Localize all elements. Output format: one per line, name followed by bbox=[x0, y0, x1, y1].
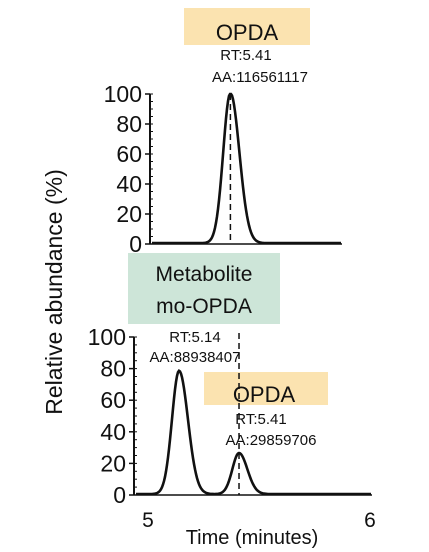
x-axis-label: Time (minutes) bbox=[186, 527, 319, 549]
opda2-aa-label: AA:29859706 bbox=[226, 432, 317, 449]
top-chromatogram-panel: OPDA RT:5.41 AA:116561117 0 20 40 60 80 100 bbox=[104, 8, 342, 257]
metabolite-aa-label: AA:88938407 bbox=[150, 349, 241, 366]
y-tick-label: 20 bbox=[116, 201, 142, 227]
y-tick-label: 60 bbox=[100, 387, 126, 413]
y-tick-label: 0 bbox=[129, 231, 142, 257]
opda-aa-label: AA:116561117 bbox=[212, 69, 308, 86]
x-tick-label: 5 bbox=[142, 509, 154, 532]
y-tick-label: 40 bbox=[100, 419, 126, 445]
y-tick-label: 100 bbox=[88, 324, 126, 350]
opda-label-box bbox=[184, 8, 310, 45]
minor-ticks bbox=[134, 336, 137, 496]
minor-ticks bbox=[150, 93, 153, 245]
y-tick-label: 20 bbox=[100, 450, 126, 476]
bottom-chromatogram-panel: Metabolite mo-OPDA RT:5.14 AA:88938407 O… bbox=[88, 253, 376, 532]
y-tick-label: 80 bbox=[116, 111, 142, 137]
y-tick-label: 100 bbox=[104, 81, 142, 107]
opda-label: OPDA bbox=[216, 20, 279, 45]
opda-rt-label: RT:5.41 bbox=[220, 47, 271, 64]
metabolite-label-box bbox=[128, 253, 280, 324]
x-tick-label: 6 bbox=[364, 509, 376, 532]
y-axis-label: Relative abundance (%) bbox=[41, 169, 67, 414]
y-tick-label: 60 bbox=[116, 141, 142, 167]
opda2-label: OPDA bbox=[233, 382, 296, 407]
metabolite-rt-label: RT:5.14 bbox=[169, 329, 220, 346]
chromatogram-trace bbox=[152, 92, 341, 245]
chromatogram-trace bbox=[136, 368, 371, 496]
y-ticks: 0 20 40 60 80 100 bbox=[104, 81, 150, 257]
opda2-rt-label: RT:5.41 bbox=[235, 411, 286, 428]
y-ticks: 0 20 40 60 80 100 bbox=[88, 324, 134, 508]
y-tick-label: 0 bbox=[113, 482, 126, 508]
opda2-label-box bbox=[204, 372, 328, 405]
y-tick-label: 80 bbox=[100, 356, 126, 382]
y-tick-label: 40 bbox=[116, 171, 142, 197]
metabolite-label-line2: mo-OPDA bbox=[156, 295, 252, 318]
metabolite-label-line1: Metabolite bbox=[156, 263, 253, 286]
